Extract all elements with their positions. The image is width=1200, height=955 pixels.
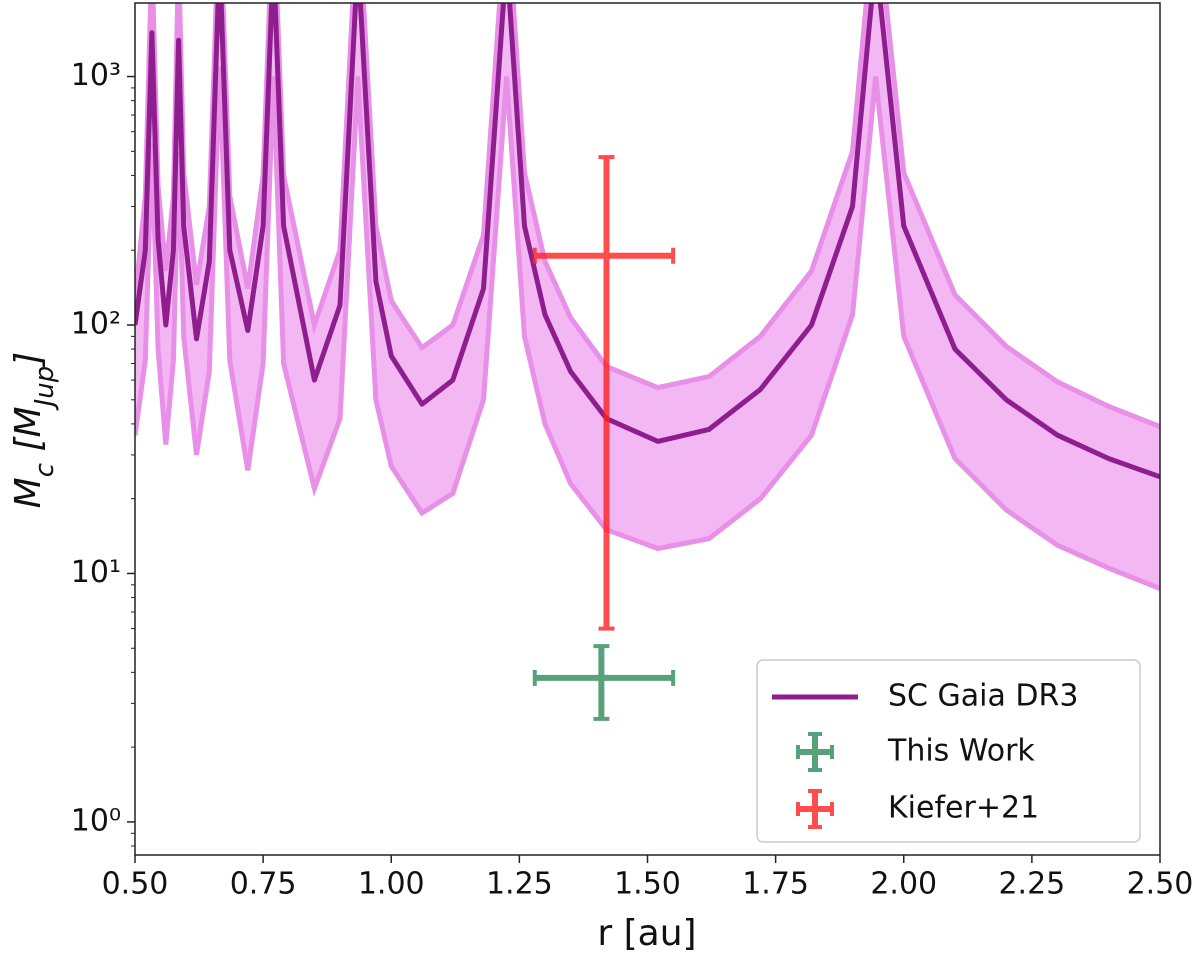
y-tick-label: 10⁰: [71, 803, 121, 838]
plot-area: [135, 3, 1160, 721]
y-label-part: Jup: [30, 366, 60, 412]
x-axis-label: r [au]: [597, 913, 696, 954]
legend-label: SC Gaia DR3: [888, 679, 1078, 714]
y-label-part: c: [30, 463, 60, 477]
x-tick-label: 2.50: [1127, 867, 1194, 902]
legend-label: Kiefer+21: [888, 791, 1039, 826]
y-tick-label: 10³: [71, 58, 121, 93]
errorbar: [532, 155, 676, 631]
x-tick-label: 0.50: [102, 867, 169, 902]
y-label-part: M: [8, 406, 49, 437]
x-tick-label: 1.00: [358, 867, 425, 902]
series-line: [135, 3, 1160, 480]
x-tick-label: 2.25: [998, 867, 1065, 902]
legend-swatch: [796, 732, 834, 772]
legend: SC Gaia DR3 This Work Kiefer+21: [756, 659, 1141, 843]
y-axis-label: Mc [MJup]: [8, 352, 60, 509]
legend-label: This Work: [887, 734, 1035, 769]
x-tick-label: 0.75: [230, 867, 297, 902]
band-lower-edge: [135, 66, 1160, 591]
x-tick-label: 1.25: [486, 867, 553, 902]
band-area: [135, 3, 1160, 589]
y-tick-label: 10¹: [71, 555, 121, 590]
y-label-part: [: [8, 436, 49, 463]
x-tick-label: 1.50: [614, 867, 681, 902]
errorbar: [532, 644, 676, 721]
y-tick-label: 10²: [71, 307, 121, 342]
legend-box: [756, 659, 1141, 843]
x-tick-label: 2.00: [870, 867, 937, 902]
legend-swatch: [796, 789, 834, 829]
x-tick-label: 1.75: [742, 867, 809, 902]
y-label-part: ]: [8, 352, 49, 368]
y-label-part: M: [8, 477, 49, 508]
